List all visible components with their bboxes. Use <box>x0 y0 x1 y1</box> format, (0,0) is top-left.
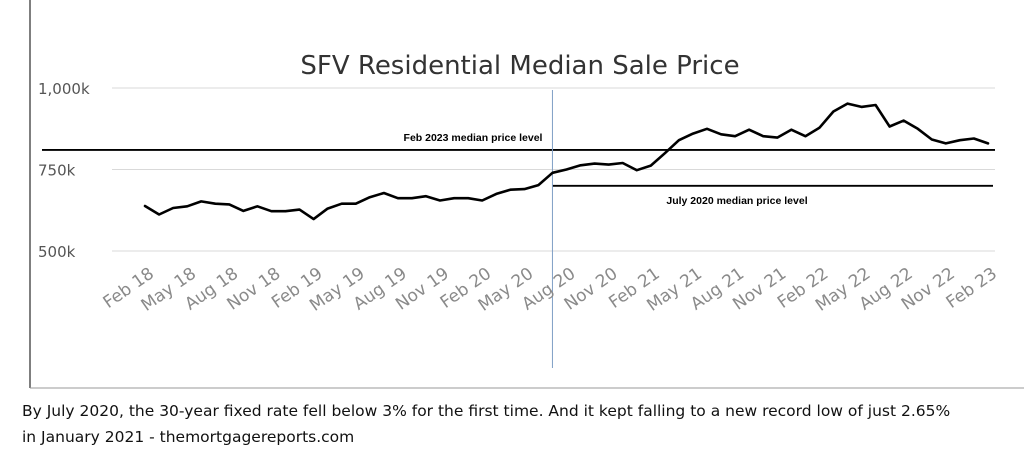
data-point <box>565 168 568 171</box>
data-point <box>270 210 273 213</box>
chart: SFV Residential Median Sale Price 500k 75… <box>29 0 1024 389</box>
y-tick-label: 500k <box>38 243 76 261</box>
data-point <box>973 137 975 140</box>
data-point <box>228 203 231 206</box>
caption-line-2: in January 2021 - themortgagereports.com <box>22 428 355 446</box>
data-point <box>242 210 245 212</box>
data-point <box>621 162 624 164</box>
data-point <box>579 164 582 167</box>
data-point <box>846 102 849 105</box>
data-point <box>397 197 399 199</box>
price-series-line <box>143 102 990 221</box>
data-point <box>340 202 343 205</box>
y-tick-label: 1,000k <box>38 80 90 98</box>
data-point <box>832 110 835 113</box>
data-point <box>818 126 821 129</box>
data-point <box>523 188 526 190</box>
data-point <box>537 184 540 186</box>
data-point <box>945 142 947 145</box>
data-point <box>186 205 188 208</box>
data-point <box>158 213 160 216</box>
data-point <box>172 207 174 209</box>
data-point <box>453 197 455 199</box>
caption-line-1: By July 2020, the 30-year fixed rate fel… <box>22 402 951 420</box>
data-point <box>369 196 371 199</box>
data-point <box>551 171 554 174</box>
data-point <box>804 135 807 138</box>
data-point <box>762 135 764 138</box>
data-point <box>650 164 652 167</box>
data-point <box>678 139 680 141</box>
data-point <box>790 128 793 131</box>
data-point <box>692 132 694 135</box>
data-point <box>664 152 666 154</box>
data-point <box>495 193 498 195</box>
data-point <box>312 218 315 220</box>
data-point <box>298 208 301 211</box>
data-point <box>734 135 736 138</box>
data-point <box>200 200 202 203</box>
reference-line-label: July 2020 median price level <box>666 195 807 207</box>
data-point <box>888 125 891 128</box>
data-point <box>874 104 877 106</box>
data-point <box>425 195 427 198</box>
reference-line-label: Feb 2023 median price level <box>404 132 543 144</box>
data-point <box>326 207 329 210</box>
data-point <box>144 205 146 207</box>
data-point <box>776 136 779 139</box>
data-point <box>509 188 512 191</box>
data-point <box>987 142 989 145</box>
data-point <box>720 133 722 136</box>
data-point <box>383 192 385 194</box>
data-point <box>481 199 484 202</box>
caption: By July 2020, the 30-year fixed rate fel… <box>22 398 1012 450</box>
data-point <box>860 106 863 108</box>
data-point <box>931 138 933 141</box>
data-point <box>607 163 610 166</box>
data-point <box>256 205 259 208</box>
data-point <box>959 139 961 141</box>
data-point <box>467 197 469 199</box>
data-point <box>706 127 708 130</box>
data-point <box>916 127 919 130</box>
data-point <box>635 169 638 171</box>
data-point <box>214 202 217 205</box>
data-point <box>439 199 441 202</box>
data-point <box>411 197 413 199</box>
data-point <box>284 210 287 213</box>
data-point <box>354 202 357 205</box>
y-tick-label: 750k <box>38 162 76 180</box>
data-point <box>593 162 596 165</box>
data-point <box>902 119 905 122</box>
chart-title: SFV Residential Median Sale Price <box>300 51 739 81</box>
data-point <box>748 128 750 131</box>
